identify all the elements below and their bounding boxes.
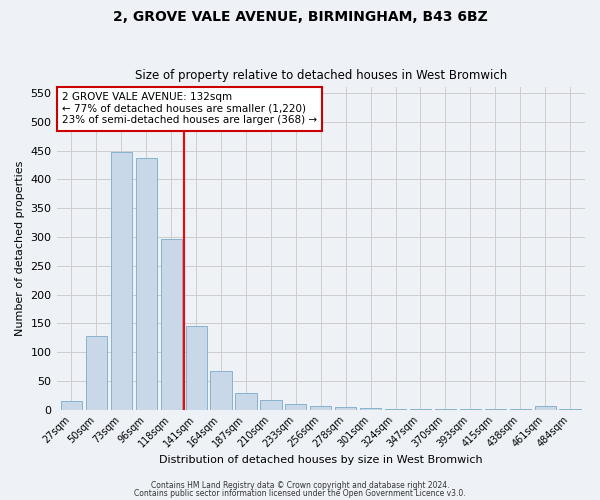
Bar [385,408,406,410]
Bar [435,408,456,410]
Bar [136,158,157,409]
Bar [559,409,581,410]
Bar [460,408,481,410]
Bar [211,370,232,410]
Bar [235,393,257,409]
Bar [535,406,556,409]
Bar [285,404,307,409]
Bar [161,238,182,410]
Text: Contains HM Land Registry data © Crown copyright and database right 2024.: Contains HM Land Registry data © Crown c… [151,481,449,490]
Bar [185,326,207,409]
Bar [86,336,107,409]
Bar [509,409,531,410]
Text: 2, GROVE VALE AVENUE, BIRMINGHAM, B43 6BZ: 2, GROVE VALE AVENUE, BIRMINGHAM, B43 6B… [113,10,487,24]
Text: 2 GROVE VALE AVENUE: 132sqm
← 77% of detached houses are smaller (1,220)
23% of : 2 GROVE VALE AVENUE: 132sqm ← 77% of det… [62,92,317,126]
Bar [260,400,281,409]
X-axis label: Distribution of detached houses by size in West Bromwich: Distribution of detached houses by size … [159,455,482,465]
Bar [61,401,82,409]
Bar [485,408,506,410]
Bar [360,408,381,410]
Bar [335,407,356,410]
Text: Contains public sector information licensed under the Open Government Licence v3: Contains public sector information licen… [134,488,466,498]
Title: Size of property relative to detached houses in West Bromwich: Size of property relative to detached ho… [134,69,507,82]
Bar [310,406,331,409]
Bar [410,408,431,410]
Y-axis label: Number of detached properties: Number of detached properties [15,161,25,336]
Bar [111,152,132,409]
